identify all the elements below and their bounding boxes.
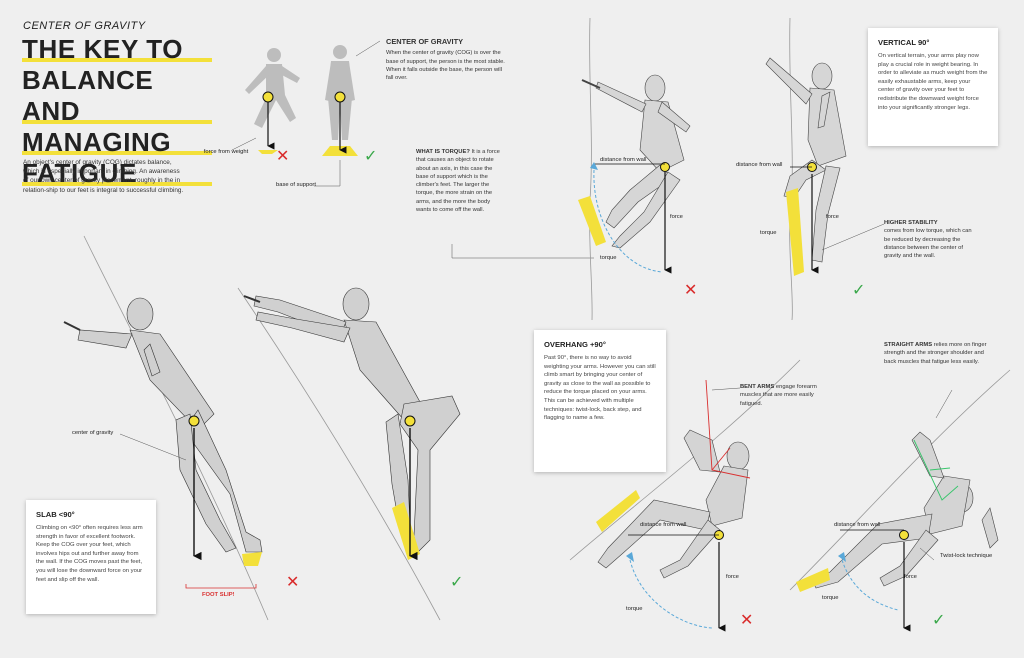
wrong-mark-slab: ✕	[286, 574, 300, 591]
slab-right-scene	[237, 287, 461, 621]
overhang-wrong-distance-label: distance from wall	[640, 522, 687, 528]
overhang-right-torque-label: torque	[822, 595, 839, 601]
overhang-card: OVERHANG +90° Past 90°, there is no way …	[534, 330, 666, 472]
wrong-mark-cog: ✕	[276, 148, 290, 165]
slab-card-body: Climbing on <90° often requires less arm…	[36, 525, 143, 583]
overhang-wrong-torque-label: torque	[626, 606, 643, 612]
base-of-support-label: base of support	[276, 182, 316, 188]
title-line-1: THE KEY TO	[22, 34, 212, 65]
cog-figure-unstable	[245, 48, 300, 128]
overhang-right-distance-label: distance from wall	[834, 522, 881, 528]
foot-slip-label: FOOT SLIP!	[202, 592, 235, 598]
overhang-right-force-label: force	[904, 574, 917, 580]
cog-note: CENTER OF GRAVITY When the center of gra…	[386, 37, 506, 82]
vertical-right-distance-label: distance from wall	[736, 162, 783, 168]
vertical-right-force-label: force	[826, 214, 839, 220]
twist-lock-label: Twist-lock technique	[940, 553, 993, 559]
straight-arms-note: STRAIGHT ARMS relies more on finger stre…	[884, 341, 994, 366]
right-mark-overhang: ✓	[932, 612, 946, 629]
bent-arms-note: BENT ARMS engage forearm muscles that ar…	[740, 383, 826, 408]
straight-arms-title: STRAIGHT ARMS	[884, 342, 933, 348]
slab-card: SLAB <90° Climbing on <90° often require…	[26, 500, 156, 614]
intro-text: An object's center of gravity (COG) dict…	[23, 159, 184, 194]
vertical-wrong-scene	[578, 17, 691, 321]
overhang-wrong-force-label: force	[726, 574, 739, 580]
force-from-weight-label: force from weight	[203, 149, 249, 155]
vertical-right-torque-label: torque	[760, 230, 777, 236]
vertical-wrong-torque-label: torque	[600, 255, 617, 261]
higher-stability-body: comes from low torque, which can be redu…	[884, 228, 972, 260]
bent-arms-body: engage forearm muscles that are more eas…	[740, 384, 817, 407]
vertical-card-body: On vertical terrain, your arms play now …	[878, 53, 988, 111]
vertical-right-scene	[765, 17, 885, 321]
wrong-mark-overhang: ✕	[740, 612, 754, 629]
overhang-card-title: OVERHANG +90°	[544, 340, 606, 349]
straight-arms-body: relies more on finger strength and the s…	[884, 342, 987, 365]
wrong-mark-vertical: ✕	[684, 282, 698, 299]
slab-card-title: SLAB <90°	[36, 510, 75, 519]
kicker: CENTER OF GRAVITY	[23, 20, 146, 32]
torque-title: WHAT IS TORQUE?	[416, 149, 470, 155]
right-mark-slab: ✓	[450, 574, 464, 591]
higher-stability-title: HIGHER STABILITY	[884, 220, 938, 226]
cog-body: When the center of gravity (COG) is over…	[386, 50, 505, 82]
torque-body: It is a force that causes an object to r…	[416, 149, 500, 214]
page-title: THE KEY TO BALANCE AND MANAGING FATIGUE	[22, 34, 212, 189]
overhang-right-scene	[789, 369, 1011, 632]
cog-title: CENTER OF GRAVITY	[386, 37, 464, 46]
title-line-4: FATIGUE	[22, 158, 212, 189]
right-mark-cog: ✓	[364, 148, 378, 165]
vertical-card-title: VERTICAL 90°	[878, 38, 930, 47]
title-line-3: MANAGING	[22, 127, 212, 158]
overhang-wrong-scene	[569, 359, 801, 632]
higher-stability-note: HIGHER STABILITY comes from low torque, …	[884, 219, 974, 260]
slab-wrong-scene	[63, 235, 269, 621]
title-line-2: BALANCE AND	[22, 65, 212, 127]
cog-base-unstable	[231, 91, 278, 154]
right-mark-vertical: ✓	[852, 282, 866, 299]
cog-base-stable	[314, 91, 358, 187]
vertical-wrong-force-label: force	[670, 214, 683, 220]
cog-leader	[355, 40, 381, 57]
center-of-gravity-label: center of gravity	[72, 430, 114, 436]
torque-note: WHAT IS TORQUE? It is a force that cause…	[416, 148, 500, 214]
overhang-card-body: Past 90°, there is no way to avoid weigh…	[544, 355, 656, 422]
vertical-wrong-distance-label: distance from wall	[600, 157, 647, 163]
vertical-card: VERTICAL 90° On vertical terrain, your a…	[868, 28, 998, 146]
bent-arms-title: BENT ARMS	[740, 384, 775, 390]
torque-leader	[451, 244, 594, 259]
